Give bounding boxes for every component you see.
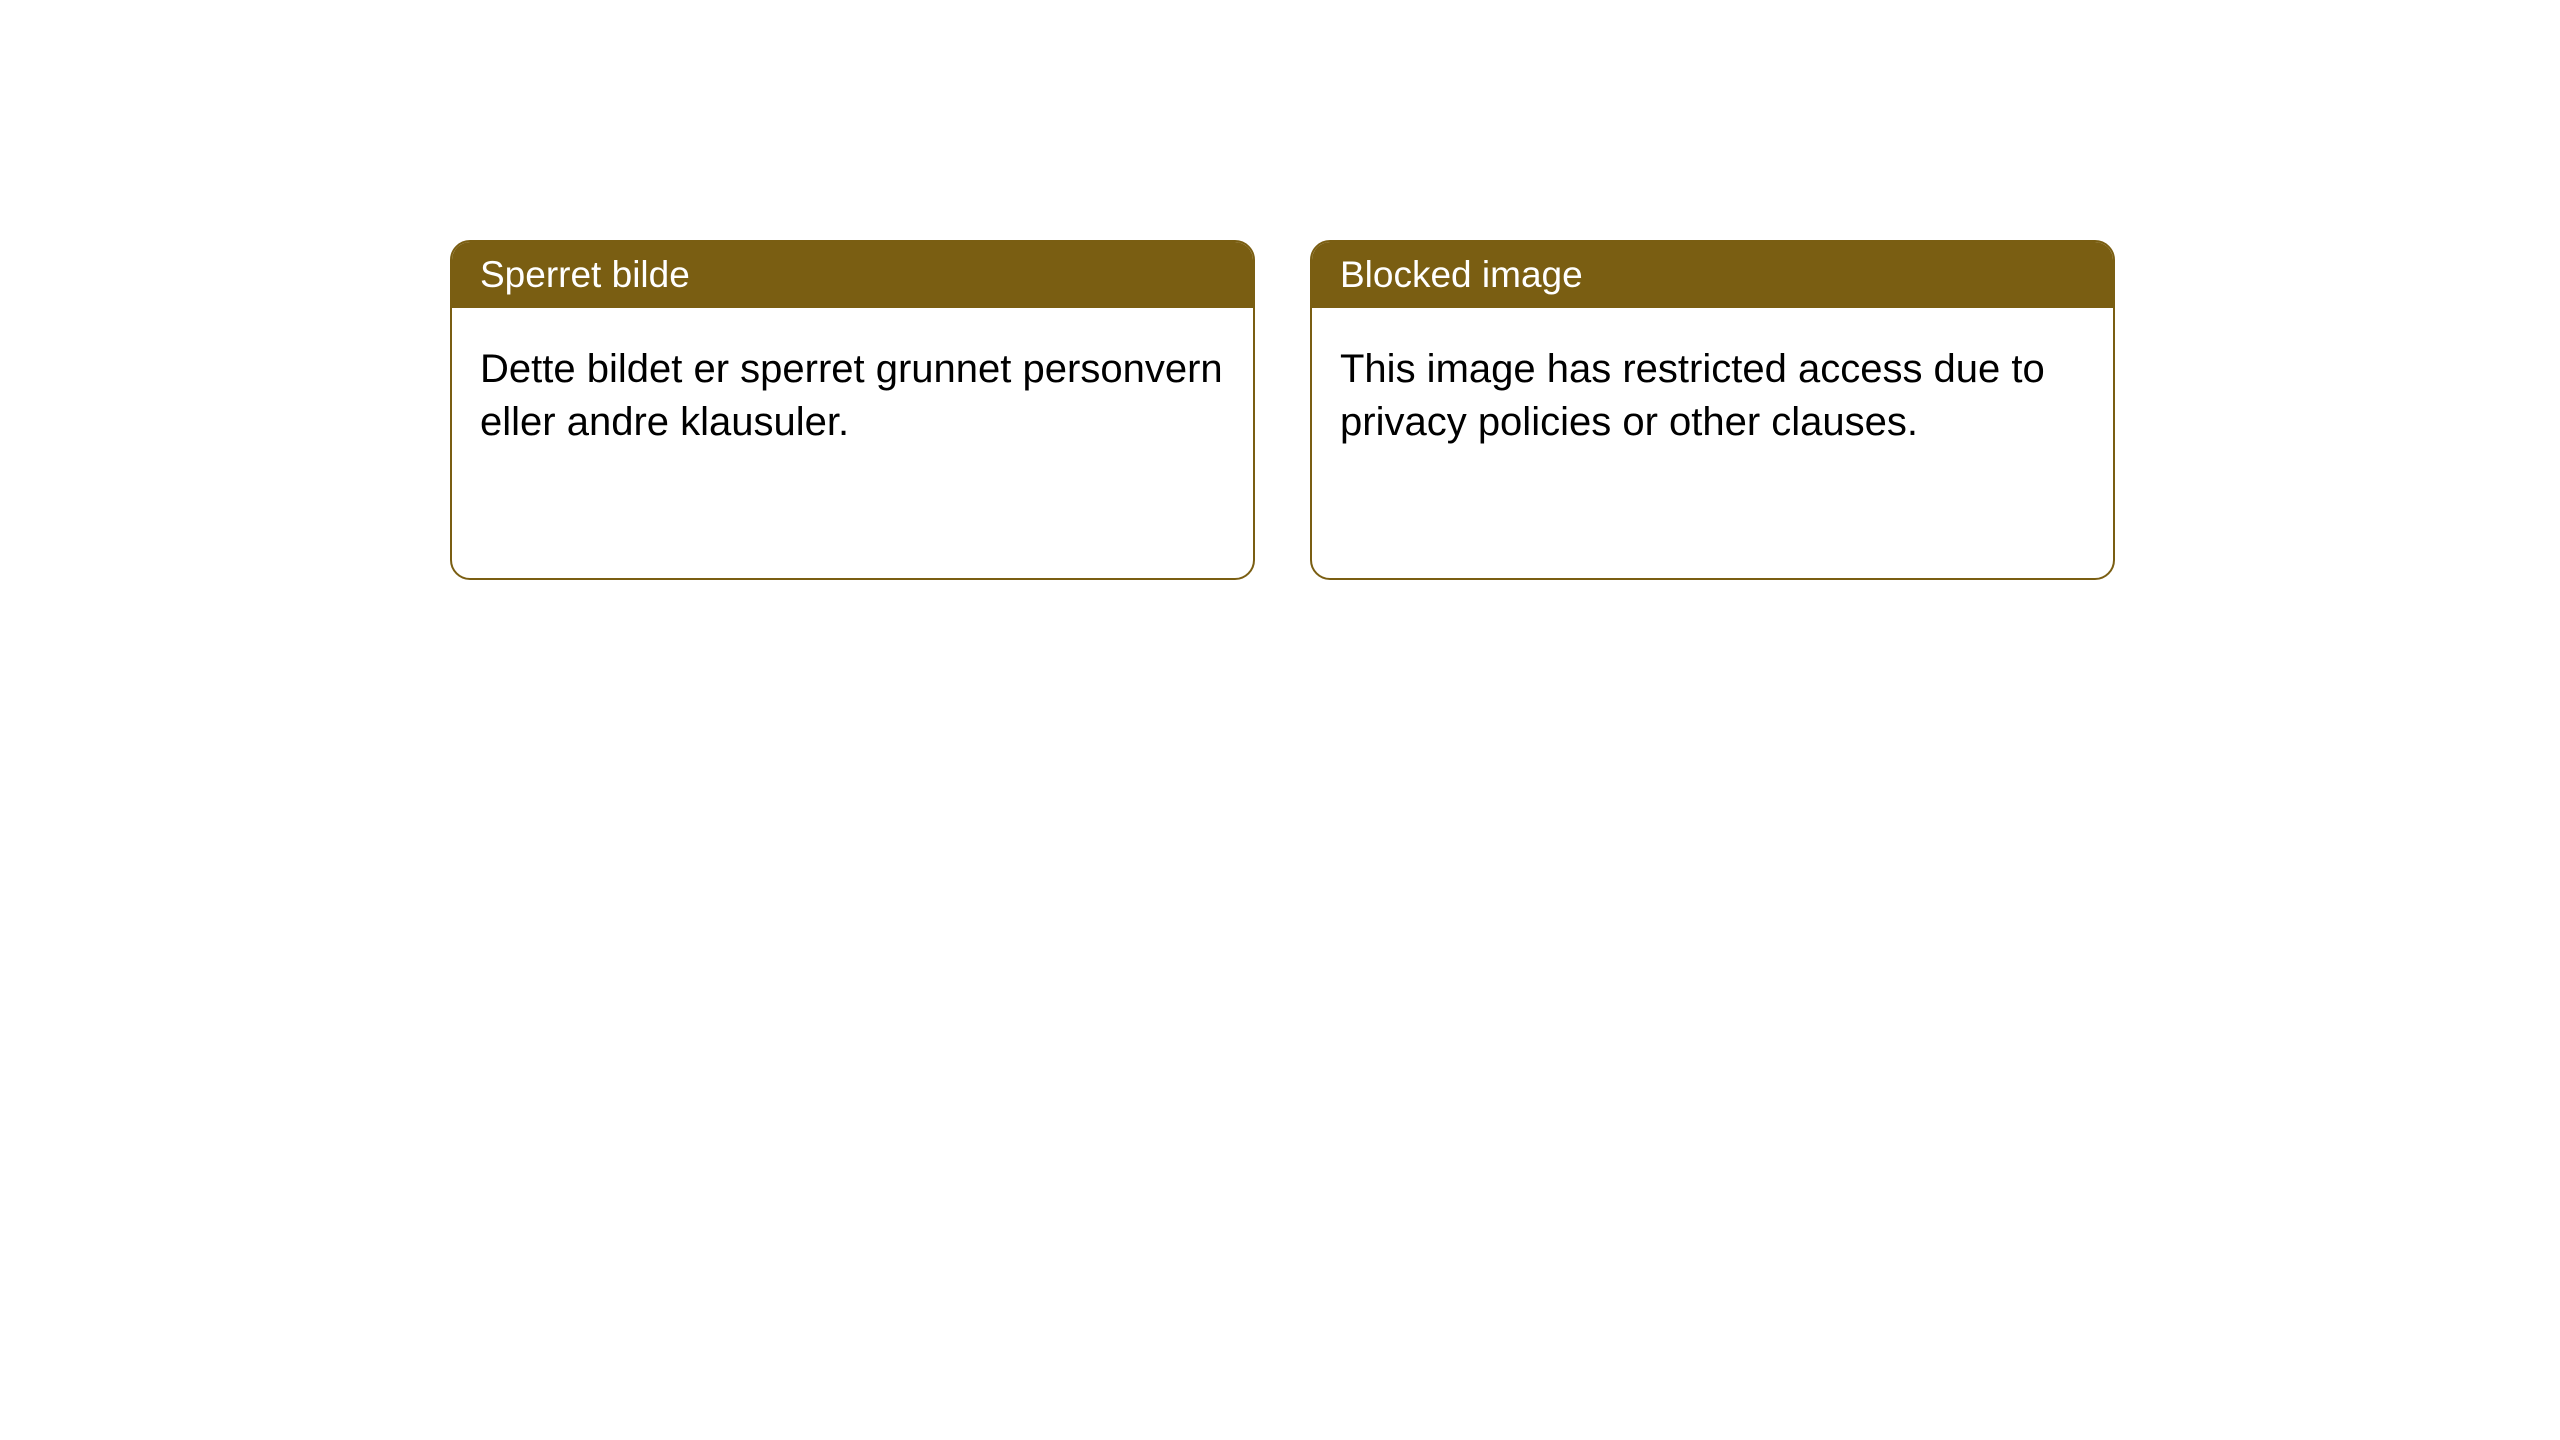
notice-header-norwegian: Sperret bilde bbox=[452, 242, 1253, 308]
notice-text-norwegian: Dette bildet er sperret grunnet personve… bbox=[480, 347, 1223, 444]
notice-header-english: Blocked image bbox=[1312, 242, 2113, 308]
notice-card-english: Blocked image This image has restricted … bbox=[1310, 240, 2115, 580]
notice-body-english: This image has restricted access due to … bbox=[1312, 308, 2113, 484]
notice-body-norwegian: Dette bildet er sperret grunnet personve… bbox=[452, 308, 1253, 484]
notice-title-norwegian: Sperret bilde bbox=[480, 254, 690, 295]
notice-text-english: This image has restricted access due to … bbox=[1340, 347, 2045, 444]
notice-card-norwegian: Sperret bilde Dette bildet er sperret gr… bbox=[450, 240, 1255, 580]
notice-title-english: Blocked image bbox=[1340, 254, 1583, 295]
notice-container: Sperret bilde Dette bildet er sperret gr… bbox=[450, 240, 2115, 580]
